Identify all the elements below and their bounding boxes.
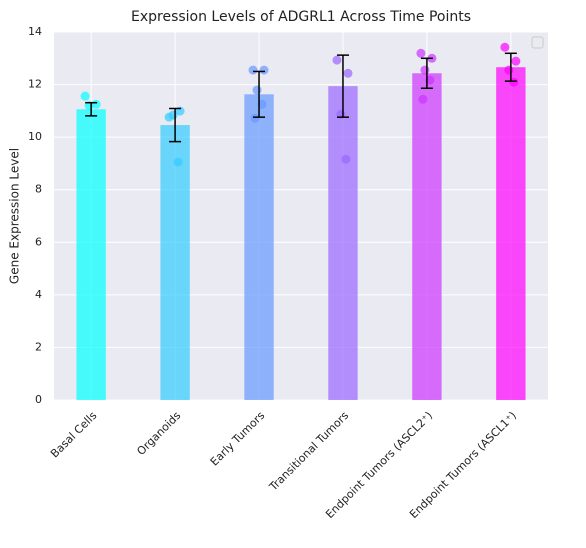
data-point bbox=[420, 65, 430, 75]
data-point bbox=[80, 91, 90, 101]
legend bbox=[531, 36, 544, 49]
x-tick-label: Basal Cells bbox=[48, 409, 100, 461]
x-tick-label: Organoids bbox=[134, 409, 183, 458]
error-bar bbox=[169, 107, 182, 143]
bar bbox=[244, 94, 274, 400]
data-point bbox=[343, 68, 353, 78]
y-axis-label: Gene Expression Level bbox=[8, 148, 22, 284]
y-tick-label: 8 bbox=[35, 183, 42, 196]
data-point bbox=[259, 65, 269, 75]
y-tick-label: 14 bbox=[28, 25, 42, 38]
error-bar bbox=[253, 70, 266, 118]
y-tick-label: 4 bbox=[35, 288, 42, 301]
data-point bbox=[332, 55, 342, 65]
plot-area bbox=[54, 32, 548, 400]
data-point bbox=[509, 77, 519, 87]
bar bbox=[328, 86, 358, 401]
data-point bbox=[416, 48, 426, 58]
data-point bbox=[168, 110, 178, 120]
data-point bbox=[511, 56, 521, 66]
y-tick-label: 6 bbox=[35, 235, 42, 248]
chart-title: Expression Levels of ADGRL1 Across Time … bbox=[131, 9, 471, 25]
error-bar bbox=[504, 52, 517, 82]
error-bar bbox=[85, 101, 98, 117]
error-bar bbox=[420, 57, 433, 90]
bar bbox=[496, 67, 526, 401]
data-point bbox=[173, 157, 183, 167]
bar bbox=[412, 73, 442, 401]
y-tick-label: 10 bbox=[28, 130, 42, 143]
data-point bbox=[418, 94, 428, 104]
x-tick-label: Early Tumors bbox=[208, 409, 268, 469]
bar bbox=[76, 109, 106, 400]
y-tick-label: 2 bbox=[35, 340, 42, 353]
y-tick-label: 12 bbox=[28, 78, 42, 91]
data-point bbox=[250, 113, 260, 123]
data-point bbox=[500, 42, 510, 52]
x-tick-label: Transitional Tumors bbox=[266, 409, 351, 494]
y-tick-label: 0 bbox=[35, 393, 42, 406]
data-point bbox=[504, 65, 514, 75]
bar bbox=[160, 125, 190, 401]
data-point bbox=[252, 85, 262, 95]
data-point bbox=[341, 154, 351, 164]
data-point bbox=[248, 65, 258, 75]
error-bar bbox=[336, 54, 349, 118]
